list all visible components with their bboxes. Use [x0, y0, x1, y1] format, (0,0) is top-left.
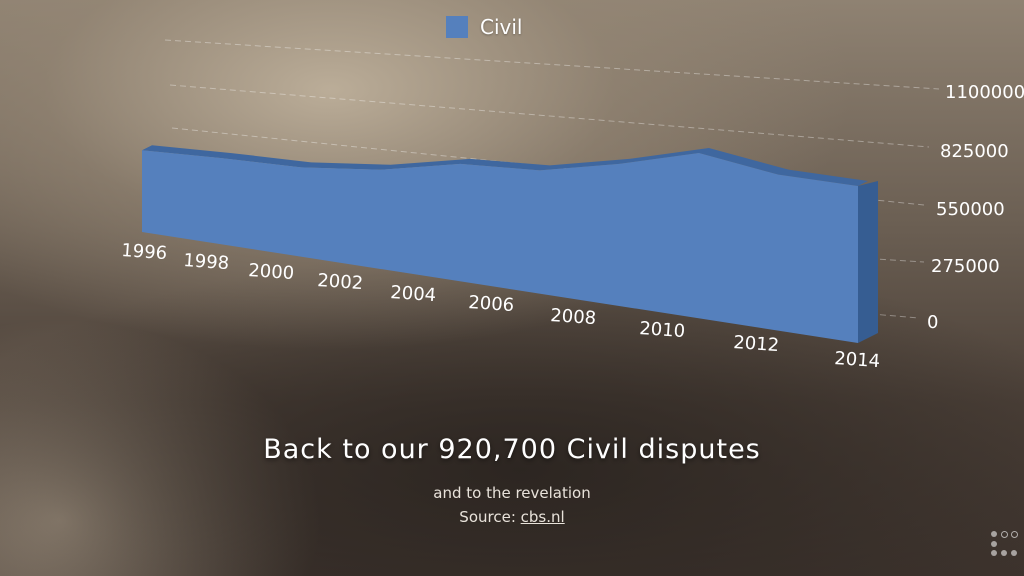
- nav-dot: [1001, 550, 1007, 556]
- gridline: [164, 39, 940, 90]
- gridline: [171, 127, 925, 206]
- x-tick-label: 2008: [550, 305, 597, 329]
- nav-dot: [1001, 541, 1007, 547]
- chart-area: 0 275000 550000 825000 1100000 1996 1998 2000 2…: [121, 39, 1024, 372]
- nav-dot: [1011, 531, 1018, 538]
- source-line: Source: cbs.nl: [0, 508, 1024, 526]
- y-tick-label: 825000: [940, 141, 1009, 162]
- series-top-face: [142, 145, 868, 187]
- x-tick-label: 2006: [468, 292, 515, 316]
- legend-label: Civil: [480, 15, 523, 39]
- x-tick-label: 2004: [390, 282, 437, 306]
- x-tick-label: 1998: [183, 250, 230, 274]
- x-tick-label: 2002: [317, 270, 364, 294]
- series-side-face: [858, 181, 878, 343]
- source-link[interactable]: cbs.nl: [520, 508, 565, 526]
- y-tick-label: 550000: [936, 199, 1005, 220]
- nav-dot: [1011, 541, 1017, 547]
- x-tick-label: 1996: [121, 240, 168, 264]
- x-tick-label: 2014: [834, 348, 881, 372]
- series-area: [141, 145, 878, 343]
- headline: Back to our 920,700 Civil disputes: [263, 434, 761, 465]
- y-tick-label: 275000: [931, 256, 1000, 277]
- nav-dot: [991, 550, 997, 556]
- x-axis-ticks: 1996 1998 2000 2002 2004 2006 2008 2010 2012 2014: [121, 240, 881, 372]
- x-tick-label: 2000: [248, 260, 295, 284]
- nav-dot: [991, 531, 997, 537]
- source-prefix: Source:: [459, 508, 516, 526]
- y-axis-ticks: 0 275000 550000 825000 1100000: [927, 82, 1024, 333]
- y-tick-label: 0: [927, 312, 938, 333]
- x-tick-label: 2010: [639, 318, 686, 342]
- nav-dot: [1001, 531, 1008, 538]
- gridline: [169, 84, 930, 148]
- legend-swatch: [446, 16, 468, 38]
- nav-dot: [1011, 550, 1017, 556]
- x-tick-label: 2012: [733, 332, 780, 356]
- legend: Civil: [446, 15, 522, 39]
- nav-dot: [991, 541, 997, 547]
- subline: and to the revelation: [433, 484, 591, 502]
- slide-navigation-dots-icon[interactable]: [991, 531, 1018, 556]
- series-front-face: [142, 150, 858, 343]
- y-tick-label: 1100000: [945, 82, 1024, 103]
